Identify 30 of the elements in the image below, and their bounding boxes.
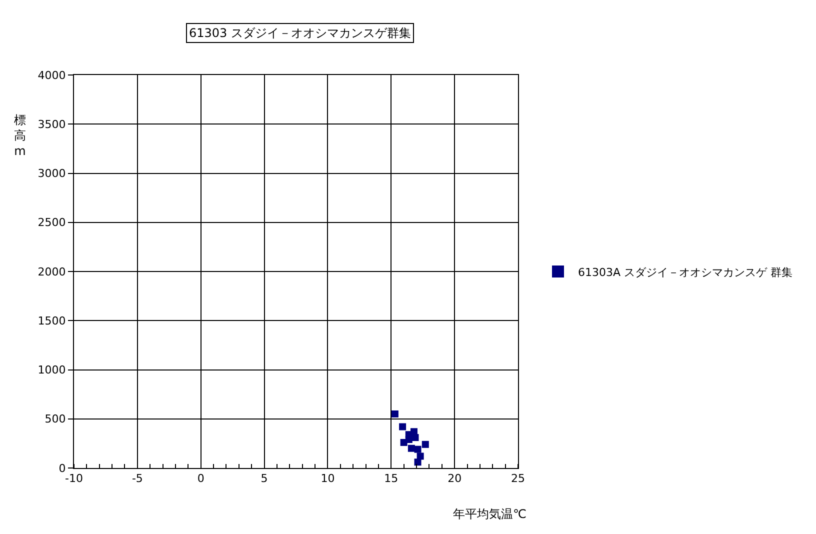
point xyxy=(414,458,422,466)
x-tick-label: 15 xyxy=(384,472,398,486)
point xyxy=(391,410,398,418)
x-tick-label: -5 xyxy=(132,472,143,486)
x-tick-label: 10 xyxy=(320,472,335,486)
y-tick-label: 1500 xyxy=(38,314,66,328)
chart-title: 61303 スダジイ－オオシマカンスゲ群集 xyxy=(189,26,411,40)
x-tick-label: -10 xyxy=(65,472,83,486)
y-tick-label: 2000 xyxy=(38,265,66,278)
x-tick-label: 5 xyxy=(260,472,268,486)
point xyxy=(416,452,424,460)
y-axis-title: 標高m xyxy=(14,113,26,158)
point xyxy=(399,423,406,430)
y-tick-label: 500 xyxy=(44,412,66,426)
y-tick-label: 3000 xyxy=(38,167,66,180)
x-axis-title: 年平均気温℃ xyxy=(453,507,526,521)
point xyxy=(400,438,408,446)
y-tick-label: 0 xyxy=(58,462,66,475)
y-tick-label: 2500 xyxy=(38,216,66,230)
legend-label: 61303A スダジイ－オオシマカンスゲ 群集 xyxy=(578,266,793,279)
x-tick-label: 20 xyxy=(448,472,462,486)
x-tick-label: 25 xyxy=(511,472,525,486)
point xyxy=(408,444,415,452)
y-tick-label: 3500 xyxy=(38,118,66,131)
y-tick-label: 1000 xyxy=(38,364,66,377)
point xyxy=(422,440,429,448)
x-tick-label: 0 xyxy=(197,472,204,486)
y-tick-label: 4000 xyxy=(38,68,66,82)
point xyxy=(414,446,422,453)
point xyxy=(412,434,419,442)
